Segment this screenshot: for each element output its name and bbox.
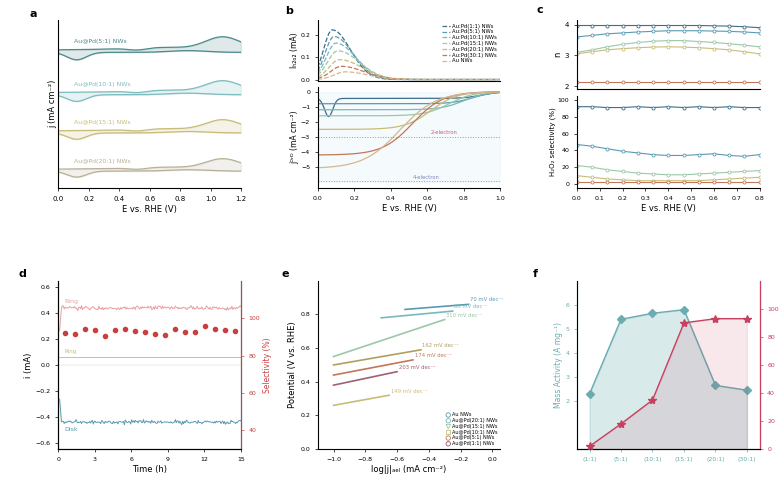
Y-axis label: Selectivity (%): Selectivity (%) <box>263 337 272 393</box>
Point <box>79 325 91 333</box>
Point <box>139 328 151 336</box>
Text: 149 mV dec⁻¹: 149 mV dec⁻¹ <box>391 389 427 394</box>
Y-axis label: jᴰʳᴰ (mA cm⁻²): jᴰʳᴰ (mA cm⁻²) <box>291 111 299 165</box>
Point <box>98 332 111 340</box>
Text: 162 mV dec⁻¹: 162 mV dec⁻¹ <box>422 343 459 348</box>
Point <box>129 327 141 335</box>
Point <box>118 325 131 333</box>
Text: Au@Pd(20:1) NWs: Au@Pd(20:1) NWs <box>74 159 130 164</box>
Y-axis label: H₂O₂ selectivity (%): H₂O₂ selectivity (%) <box>550 108 556 176</box>
Point <box>69 330 81 338</box>
Point <box>88 326 100 334</box>
Y-axis label: j (mA cm⁻²): j (mA cm⁻²) <box>48 80 57 128</box>
X-axis label: E vs. RHE (V): E vs. RHE (V) <box>122 205 177 214</box>
Y-axis label: Iₕ₂ₒ₂ (mA): Iₕ₂ₒ₂ (mA) <box>290 32 299 68</box>
Y-axis label: n: n <box>553 52 562 57</box>
Y-axis label: Potential (V vs. RHE): Potential (V vs. RHE) <box>288 322 298 408</box>
Text: 203 mV dec⁻¹: 203 mV dec⁻¹ <box>399 365 435 370</box>
X-axis label: Time (h): Time (h) <box>132 465 167 474</box>
Point <box>229 327 241 335</box>
Text: Disk: Disk <box>65 427 78 432</box>
X-axis label: E vs. RHE (V): E vs. RHE (V) <box>382 204 436 213</box>
Point <box>149 329 161 337</box>
Text: 2-electron: 2-electron <box>431 130 458 135</box>
Text: e: e <box>281 269 289 279</box>
Point <box>158 331 171 339</box>
Legend: Au NWs, Au@Pd(20:1) NWs, Au@Pd(15:1) NWs, Au@Pd(10:1) NWs, Au@Pd(5:1) NWs, Au@Pd: Au NWs, Au@Pd(20:1) NWs, Au@Pd(15:1) NWs… <box>446 412 498 447</box>
Text: Au@Pd(15:1) NWs: Au@Pd(15:1) NWs <box>74 120 130 125</box>
Point <box>108 326 121 334</box>
Point <box>178 328 191 336</box>
Point <box>199 322 211 330</box>
Text: a: a <box>29 8 37 18</box>
Y-axis label: Mass Activity (A mg⁻¹): Mass Activity (A mg⁻¹) <box>554 322 562 408</box>
Text: b: b <box>285 6 293 16</box>
Point <box>58 329 71 337</box>
X-axis label: log|j|ₐₑₗ (mA cm⁻²): log|j|ₐₑₗ (mA cm⁻²) <box>372 465 446 474</box>
Text: 86 mV dec⁻¹: 86 mV dec⁻¹ <box>454 304 488 309</box>
Text: 310 mV dec⁻¹: 310 mV dec⁻¹ <box>446 313 483 318</box>
Text: Ring: Ring <box>65 299 79 304</box>
Point <box>189 328 201 336</box>
Text: c: c <box>537 5 544 15</box>
Text: Ring: Ring <box>65 349 77 354</box>
Legend: Au:Pd(1:1) NWs, Au:Pd(5:1) NWs, Au:Pd(10:1) NWs, Au:Pd(15:1) NWs, Au:Pd(20:1) NW: Au:Pd(1:1) NWs, Au:Pd(5:1) NWs, Au:Pd(10… <box>441 22 498 64</box>
Text: f: f <box>533 269 538 279</box>
Point <box>209 325 221 333</box>
X-axis label: E vs. RHE (V): E vs. RHE (V) <box>641 204 696 213</box>
Text: 174 mV dec⁻¹: 174 mV dec⁻¹ <box>414 353 451 358</box>
Point <box>219 326 231 334</box>
Text: Au@Pd(10:1) NWs: Au@Pd(10:1) NWs <box>74 82 130 87</box>
Text: Au@Pd(5:1) NWs: Au@Pd(5:1) NWs <box>74 39 126 44</box>
Point <box>168 325 181 333</box>
Text: 70 mV dec⁻¹: 70 mV dec⁻¹ <box>470 297 503 302</box>
Text: 4-electron: 4-electron <box>413 175 439 180</box>
Y-axis label: i (mA): i (mA) <box>24 352 33 378</box>
Text: d: d <box>18 269 26 279</box>
